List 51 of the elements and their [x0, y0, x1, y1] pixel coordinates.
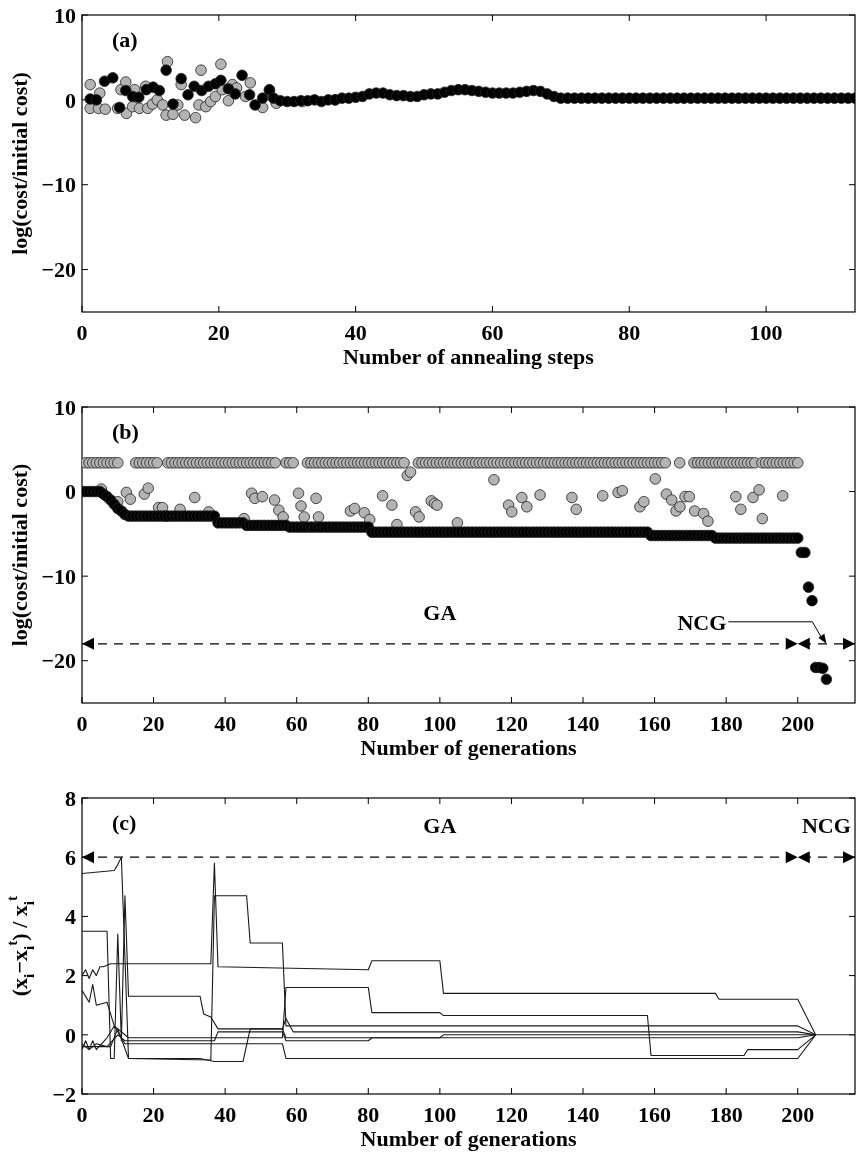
y-axis-title: log(cost/initial cost) — [7, 72, 33, 255]
x-tick-label: 20 — [142, 1102, 165, 1127]
x-tick-label: 60 — [481, 320, 504, 345]
x-tick-label: 200 — [781, 711, 815, 736]
y-tick-label: 6 — [65, 844, 76, 870]
annotation: GA — [423, 599, 457, 625]
x-tick-label: 100 — [749, 320, 783, 345]
x-tick-label: 20 — [207, 320, 230, 345]
x-tick-label: 200 — [781, 1102, 815, 1127]
x-tick-label: 140 — [566, 1102, 600, 1127]
y-tick-label: −2 — [52, 1081, 76, 1107]
y-axis-title: log(cost/initial cost) — [7, 463, 33, 647]
x-tick-label: 80 — [618, 320, 641, 345]
x-tick-label: 40 — [214, 1102, 237, 1127]
annotation: NCG — [801, 813, 851, 839]
x-axis-title: Number of generations — [360, 1126, 577, 1151]
y-tick-label: 2 — [65, 963, 76, 989]
y-tick-label: 0 — [65, 87, 76, 113]
x-tick-label: 80 — [357, 711, 380, 736]
x-tick-label: 40 — [214, 711, 237, 736]
y-tick-label: 10 — [54, 2, 76, 28]
text: (a) — [112, 27, 138, 52]
y-tick-label: 0 — [65, 1022, 76, 1048]
x-tick-label: 180 — [709, 1102, 743, 1127]
text: (c) — [112, 810, 137, 835]
x-tick-label: 60 — [285, 711, 308, 736]
y-tick-label: 8 — [65, 785, 76, 811]
y-tick-label: −10 — [41, 563, 76, 589]
text: (b) — [112, 419, 139, 444]
x-tick-label: 180 — [709, 711, 743, 736]
x-tick-label: 80 — [357, 1102, 380, 1127]
x-tick-label: 140 — [566, 711, 600, 736]
y-tick-label: −20 — [41, 648, 76, 674]
x-tick-label: 160 — [638, 711, 672, 736]
annotation: NCG — [677, 609, 727, 635]
x-tick-label: 40 — [344, 320, 367, 345]
y-tick-label: −10 — [41, 172, 76, 198]
x-tick-label: 100 — [423, 711, 457, 736]
y-tick-label: 0 — [65, 479, 76, 505]
x-tick-label: 160 — [638, 1102, 672, 1127]
x-axis-title: Number of generations — [360, 735, 577, 760]
x-tick-label: 20 — [142, 711, 165, 736]
annotation: GA — [423, 813, 457, 839]
x-tick-label: 60 — [285, 1102, 308, 1127]
x-tick-label: 120 — [494, 711, 528, 736]
y-tick-label: −20 — [41, 257, 76, 283]
x-axis-title: Number of annealing steps — [343, 344, 595, 369]
y-tick-label: 10 — [54, 394, 76, 420]
y-tick-label: 4 — [65, 904, 76, 930]
x-tick-label: 120 — [494, 1102, 528, 1127]
x-tick-label: 100 — [423, 1102, 457, 1127]
